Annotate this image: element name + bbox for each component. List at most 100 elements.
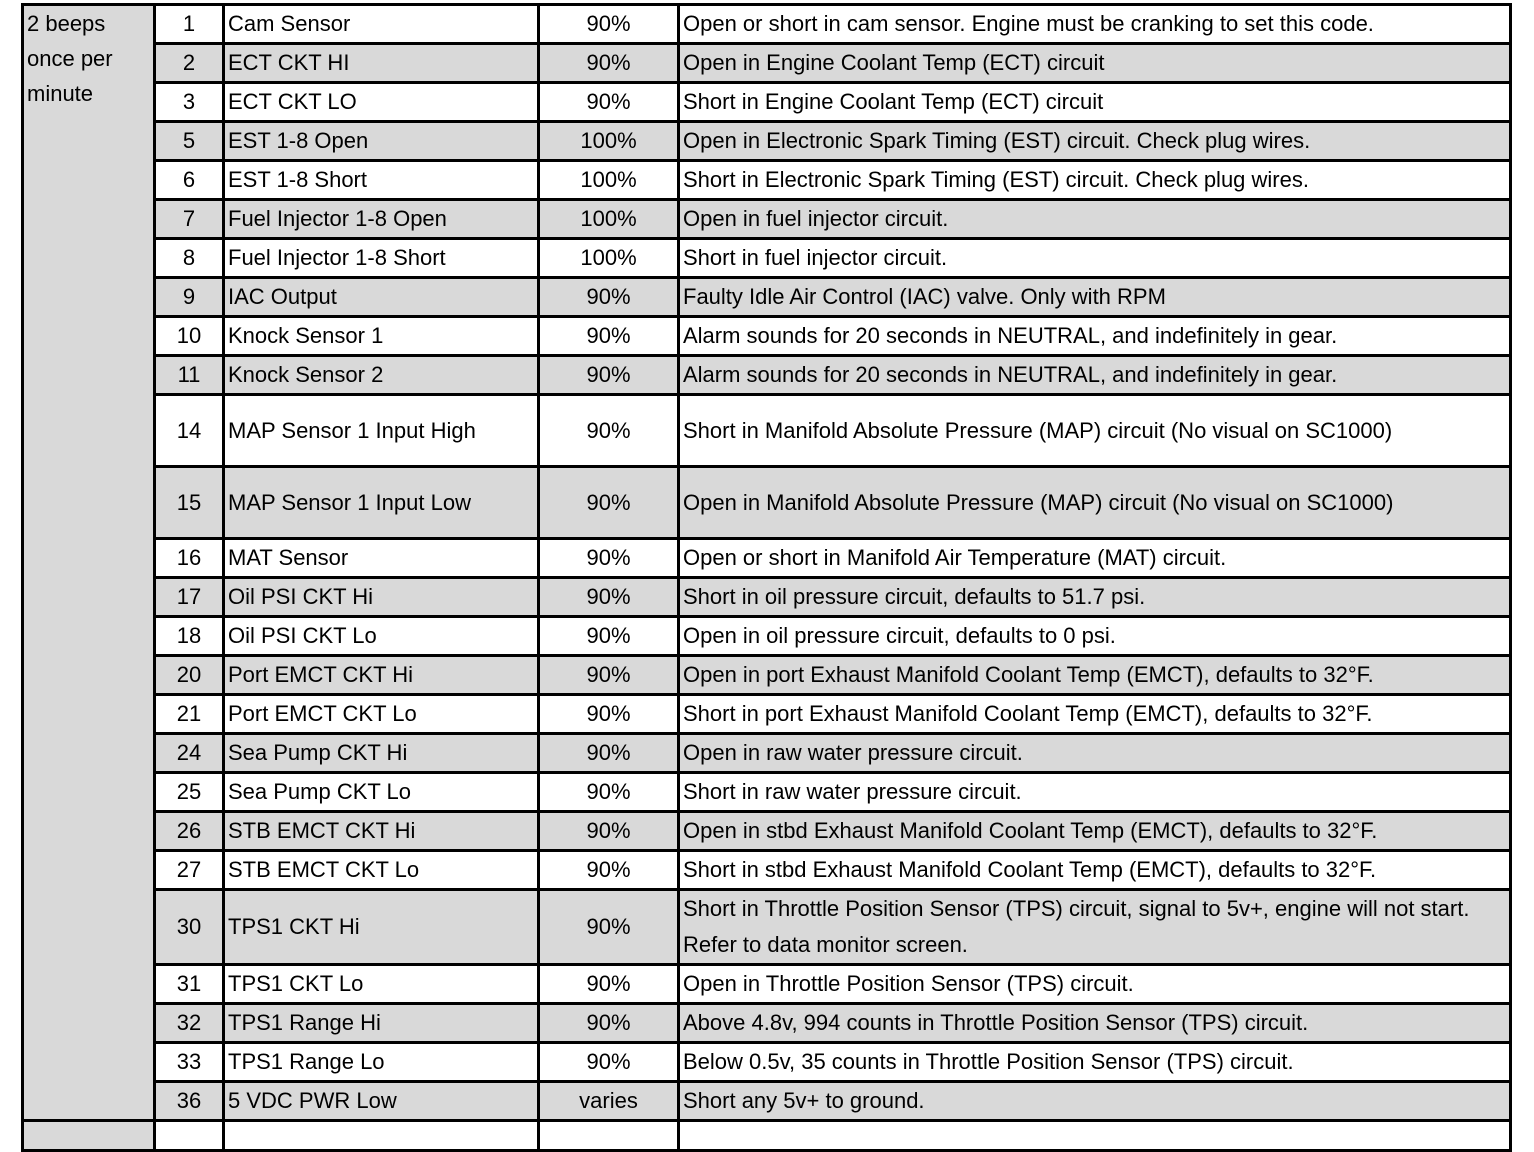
fault-code: 16 bbox=[153, 537, 225, 579]
power-reduction: 90% bbox=[537, 276, 680, 318]
table-row: 3 ECT CKT LO 90% Short in Engine Coolant Te… bbox=[23, 81, 1512, 123]
alert-pattern-cell: 2 beeps once per minute bbox=[21, 3, 156, 1122]
fault-name: EST 1-8 Short bbox=[222, 159, 540, 201]
table-row: 25 Sea Pump CKT Lo 90% Short in raw water p… bbox=[23, 771, 1512, 813]
fault-description: Open in raw water pressure circuit. bbox=[677, 732, 1512, 774]
fault-name: TPS1 CKT Hi bbox=[222, 888, 540, 966]
table-row: 32 TPS1 Range Hi 90% Above 4.8v, 994 counts… bbox=[23, 1002, 1512, 1044]
fault-code: 33 bbox=[153, 1041, 225, 1083]
power-reduction: 90% bbox=[537, 354, 680, 396]
table-row: 9 IAC Output 90% Faulty Idle Air Control (I… bbox=[23, 276, 1512, 318]
power-reduction: 90% bbox=[537, 315, 680, 357]
table-row: 5 EST 1-8 Open 100% Open in Electronic Spar… bbox=[23, 120, 1512, 162]
empty-cell bbox=[21, 1119, 156, 1152]
fault-description: Open in Throttle Position Sensor (TPS) c… bbox=[677, 963, 1512, 1005]
fault-description: Short in Engine Coolant Temp (ECT) circu… bbox=[677, 81, 1512, 123]
fault-code: 30 bbox=[153, 888, 225, 966]
power-reduction: 90% bbox=[537, 849, 680, 891]
table-row-partial bbox=[21, 1119, 1512, 1152]
fault-name: TPS1 Range Hi bbox=[222, 1002, 540, 1044]
power-reduction: 90% bbox=[537, 393, 680, 468]
fault-description: Short any 5v+ to ground. bbox=[677, 1080, 1512, 1122]
fault-name: Oil PSI CKT Hi bbox=[222, 576, 540, 618]
empty-cell bbox=[677, 1119, 1512, 1152]
fault-code: 6 bbox=[153, 159, 225, 201]
fault-description: Open in stbd Exhaust Manifold Coolant Te… bbox=[677, 810, 1512, 852]
power-reduction: 90% bbox=[537, 81, 680, 123]
fault-description: Short in oil pressure circuit, defaults … bbox=[677, 576, 1512, 618]
power-reduction: 90% bbox=[537, 465, 680, 540]
table-row: 17 Oil PSI CKT Hi 90% Short in oil pressure… bbox=[23, 576, 1512, 618]
fault-code: 36 bbox=[153, 1080, 225, 1122]
power-reduction: 90% bbox=[537, 42, 680, 84]
fault-description: Open in Engine Coolant Temp (ECT) circui… bbox=[677, 42, 1512, 84]
fault-code: 15 bbox=[153, 465, 225, 540]
fault-code: 5 bbox=[153, 120, 225, 162]
power-reduction: 90% bbox=[537, 3, 680, 45]
fault-description: Below 0.5v, 35 counts in Throttle Positi… bbox=[677, 1041, 1512, 1083]
fault-code: 7 bbox=[153, 198, 225, 240]
power-reduction: 100% bbox=[537, 237, 680, 279]
fault-description: Open in oil pressure circuit, defaults t… bbox=[677, 615, 1512, 657]
fault-name: STB EMCT CKT Lo bbox=[222, 849, 540, 891]
table-row: 20 Port EMCT CKT Hi 90% Open in port Exhaus… bbox=[23, 654, 1512, 696]
fault-code: 10 bbox=[153, 315, 225, 357]
empty-cell bbox=[537, 1119, 680, 1152]
fault-name: Fuel Injector 1-8 Open bbox=[222, 198, 540, 240]
fault-description: Short in stbd Exhaust Manifold Coolant T… bbox=[677, 849, 1512, 891]
fault-name: STB EMCT CKT Hi bbox=[222, 810, 540, 852]
power-reduction: 90% bbox=[537, 537, 680, 579]
table-row: 2 beeps once per minute 1 Cam Sensor 90% Ope… bbox=[21, 3, 1512, 1122]
table-row: 7 Fuel Injector 1-8 Open 100% Open in fuel … bbox=[23, 198, 1512, 240]
fault-name: Sea Pump CKT Lo bbox=[222, 771, 540, 813]
fault-code-table: 2 beeps once per minute 1 Cam Sensor 90% Ope… bbox=[21, 3, 1512, 1152]
table-row: 33 TPS1 Range Lo 90% Below 0.5v, 35 counts … bbox=[23, 1041, 1512, 1083]
table-row: 10 Knock Sensor 1 90% Alarm sounds for 20 s… bbox=[23, 315, 1512, 357]
fault-code: 17 bbox=[153, 576, 225, 618]
power-reduction: 90% bbox=[537, 615, 680, 657]
fault-code: 9 bbox=[153, 276, 225, 318]
fault-description: Open or short in cam sensor. Engine must… bbox=[677, 3, 1512, 45]
table-row: 16 MAT Sensor 90% Open or short in Manifold… bbox=[23, 537, 1512, 579]
fault-description: Open in fuel injector circuit. bbox=[677, 198, 1512, 240]
power-reduction: 90% bbox=[537, 810, 680, 852]
fault-name: TPS1 CKT Lo bbox=[222, 963, 540, 1005]
fault-description: Open in Electronic Spark Timing (EST) ci… bbox=[677, 120, 1512, 162]
fault-code: 1 bbox=[153, 3, 225, 45]
power-reduction: 90% bbox=[537, 771, 680, 813]
table-row: 26 STB EMCT CKT Hi 90% Open in stbd Exhaust… bbox=[23, 810, 1512, 852]
fault-description: Alarm sounds for 20 seconds in NEUTRAL, … bbox=[677, 354, 1512, 396]
power-reduction: 90% bbox=[537, 693, 680, 735]
fault-code: 25 bbox=[153, 771, 225, 813]
table-row: 27 STB EMCT CKT Lo 90% Short in stbd Exhaus… bbox=[23, 849, 1512, 891]
fault-name: IAC Output bbox=[222, 276, 540, 318]
table-row: 24 Sea Pump CKT Hi 90% Open in raw water pr… bbox=[23, 732, 1512, 774]
fault-name: Oil PSI CKT Lo bbox=[222, 615, 540, 657]
fault-code: 18 bbox=[153, 615, 225, 657]
fault-code: 20 bbox=[153, 654, 225, 696]
empty-cell bbox=[222, 1119, 540, 1152]
table-row: 2 ECT CKT HI 90% Open in Engine Coolant Tem… bbox=[23, 42, 1512, 84]
table-row: 11 Knock Sensor 2 90% Alarm sounds for 20 s… bbox=[23, 354, 1512, 396]
power-reduction: 90% bbox=[537, 732, 680, 774]
fault-code: 27 bbox=[153, 849, 225, 891]
table-row: 8 Fuel Injector 1-8 Short 100% Short in fue… bbox=[23, 237, 1512, 279]
fault-name: 5 VDC PWR Low bbox=[222, 1080, 540, 1122]
fault-code: 2 bbox=[153, 42, 225, 84]
power-reduction: 90% bbox=[537, 1002, 680, 1044]
fault-name: Knock Sensor 2 bbox=[222, 354, 540, 396]
empty-cell bbox=[153, 1119, 225, 1152]
power-reduction: 100% bbox=[537, 198, 680, 240]
fault-description: Above 4.8v, 994 counts in Throttle Posit… bbox=[677, 1002, 1512, 1044]
fault-code: 8 bbox=[153, 237, 225, 279]
table-row: 31 TPS1 CKT Lo 90% Open in Throttle Positio… bbox=[23, 963, 1512, 1005]
fault-code: 26 bbox=[153, 810, 225, 852]
fault-description: Short in raw water pressure circuit. bbox=[677, 771, 1512, 813]
fault-description: Short in Throttle Position Sensor (TPS) … bbox=[677, 888, 1512, 966]
power-reduction: 90% bbox=[537, 1041, 680, 1083]
fault-name: ECT CKT LO bbox=[222, 81, 540, 123]
fault-name: Port EMCT CKT Hi bbox=[222, 654, 540, 696]
power-reduction: 90% bbox=[537, 654, 680, 696]
fault-name: Knock Sensor 1 bbox=[222, 315, 540, 357]
table-row: 14 MAP Sensor 1 Input High 90% Short in Man… bbox=[23, 393, 1512, 468]
